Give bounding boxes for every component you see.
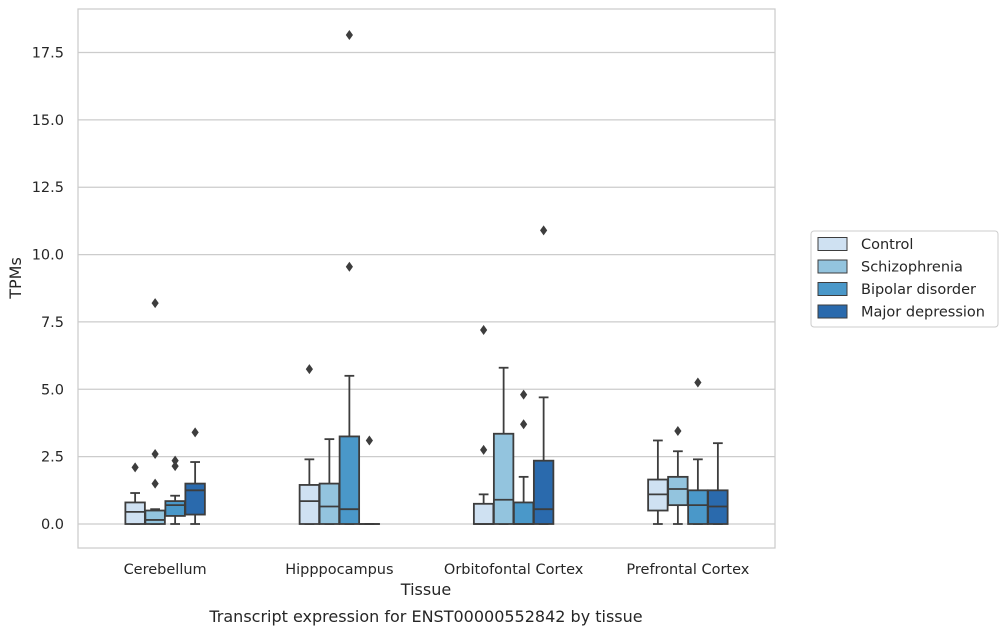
outlier-point xyxy=(305,364,313,375)
box-body xyxy=(184,482,206,516)
legend-label: Control xyxy=(861,237,913,253)
outlier-point xyxy=(365,435,373,446)
box-bipolar-disorder xyxy=(338,29,361,525)
outlier-point xyxy=(171,455,179,466)
outlier-point xyxy=(694,377,702,388)
outlier-point xyxy=(480,444,488,455)
y-axis-label: TPMs xyxy=(6,257,25,300)
y-tick-label: 2.5 xyxy=(41,450,64,466)
x-tick-labels: Cerebellum Hipppocampus Orbitofontal Corte… xyxy=(124,562,750,578)
box-body xyxy=(318,482,341,525)
box-body xyxy=(512,501,535,525)
box-body xyxy=(298,484,321,525)
box-body xyxy=(687,489,709,525)
box-body xyxy=(667,475,689,507)
outlier-point xyxy=(345,261,353,272)
outlier-point xyxy=(520,419,528,430)
x-axis-label: Tissue xyxy=(400,580,451,599)
y-tick-label: 10.0 xyxy=(32,248,64,264)
box-body xyxy=(164,500,186,517)
legend-label: Bipolar disorder xyxy=(861,282,976,298)
outlier-point xyxy=(674,426,682,437)
legend-swatch xyxy=(817,237,848,251)
box-schizophrenia xyxy=(144,298,166,525)
box-body xyxy=(124,501,146,525)
legend-frame xyxy=(810,230,999,328)
outlier-point xyxy=(520,389,528,400)
box-major-depression xyxy=(184,427,206,525)
box-bipolar-disorder xyxy=(512,389,535,525)
box-control xyxy=(124,462,146,525)
y-tick-label: 0.0 xyxy=(41,517,64,533)
outlier-point xyxy=(480,325,488,336)
x-tick-label: Prefrontal Cortex xyxy=(626,562,749,578)
outlier-point xyxy=(131,462,139,473)
box-body xyxy=(532,459,555,525)
outlier-point xyxy=(345,29,353,40)
legend: Control Schizophrenia Bipolar disorder Majo… xyxy=(810,230,999,328)
box-body xyxy=(492,432,515,525)
box-schizophrenia xyxy=(492,366,515,525)
x-tick-label: Hipppocampus xyxy=(285,562,393,578)
chart-caption: Transcript expression for ENST0000055284… xyxy=(208,607,642,626)
legend-label: Major depression xyxy=(861,305,985,321)
y-tick-label: 7.5 xyxy=(41,315,64,331)
box-major-depression xyxy=(532,225,555,525)
x-tick-label: Orbitofontal Cortex xyxy=(444,562,584,578)
box-control xyxy=(298,364,321,525)
box-control xyxy=(472,325,495,525)
x-tick-label: Cerebellum xyxy=(124,562,207,578)
legend-swatch xyxy=(817,304,848,319)
box-schizophrenia xyxy=(318,438,341,525)
outlier-point xyxy=(171,461,179,472)
legend-label: Schizophrenia xyxy=(861,260,963,276)
y-tick-label: 5.0 xyxy=(41,382,64,398)
y-tick-labels: 0.0 2.5 5.0 7.5 10.0 12.5 15.0 17.5 xyxy=(32,46,64,534)
y-tick-label: 12.5 xyxy=(32,180,64,196)
box-body xyxy=(338,435,361,525)
outlier-point xyxy=(151,448,159,459)
y-tick-label: 17.5 xyxy=(32,46,64,62)
box-control xyxy=(647,439,669,525)
grid-lines xyxy=(78,51,775,525)
outlier-point xyxy=(151,478,159,489)
box-major-depression xyxy=(707,442,729,525)
y-tick-label: 15.0 xyxy=(32,113,64,129)
plot-frame xyxy=(77,8,776,549)
outlier-point xyxy=(540,225,548,236)
legend-swatch xyxy=(817,282,848,296)
outlier-point xyxy=(191,427,199,438)
box-body xyxy=(472,502,495,525)
box-bipolar-disorder xyxy=(687,377,709,525)
box-body xyxy=(144,509,166,525)
box-bipolar-disorder xyxy=(164,455,186,525)
box-major-depression xyxy=(358,435,381,525)
box-series-layer xyxy=(124,29,729,525)
legend-swatch xyxy=(817,259,848,274)
outlier-point xyxy=(151,298,159,309)
box-schizophrenia xyxy=(667,426,689,525)
